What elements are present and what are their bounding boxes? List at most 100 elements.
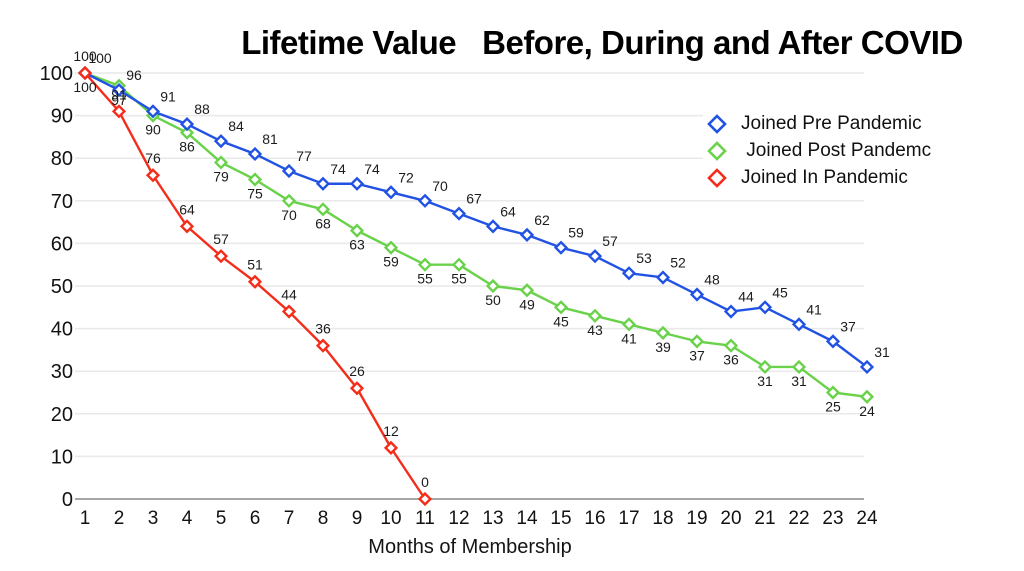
diamond-marker-icon [247,146,263,162]
data-label: 36 [723,352,739,368]
diamond-marker-icon [485,278,501,294]
y-tick-label: 70 [51,191,73,213]
data-label: 70 [281,207,297,223]
x-tick-label: 12 [448,508,469,529]
diamond-marker-icon [825,385,841,400]
diamond-marker-icon [179,117,195,132]
diamond-marker-icon [281,193,297,208]
data-label: 41 [621,330,637,346]
data-label: 31 [874,344,890,360]
diamond-marker-icon [383,185,399,200]
chart-title: Lifetime Value Before, During and After … [241,24,963,61]
data-label: 100 [88,50,112,66]
diamond-marker-icon [553,300,569,315]
data-label: 84 [228,118,244,134]
data-label: 88 [194,101,210,117]
diamond-marker-icon [417,193,433,208]
y-tick-label: 80 [51,148,73,170]
data-label: 12 [383,423,399,439]
diamond-marker-icon [791,359,807,375]
data-label: 39 [655,339,671,355]
diamond-marker-icon [383,440,399,455]
y-tick-label: 90 [51,106,73,128]
data-label: 31 [791,373,807,389]
y-tick-label: 30 [51,361,73,383]
diamond-marker-icon [315,338,331,353]
y-tick-label: 20 [51,404,73,426]
legend-item-2: Joined Post Pandemc [707,137,931,164]
diamond-marker-icon [859,389,875,404]
diamond-marker-icon [723,338,739,353]
data-label: 72 [398,169,414,185]
diamond-marker-icon [791,317,807,332]
data-label: 31 [757,373,773,389]
data-label: 91 [160,88,176,104]
x-tick-label: 16 [584,508,605,529]
diamond-marker-icon [145,168,161,183]
data-label: 57 [602,233,618,249]
diamond-marker-icon [315,176,331,191]
diamond-marker-icon [723,304,739,319]
data-label: 68 [315,215,331,231]
data-label: 91 [111,86,127,102]
data-label: 97 [111,92,127,108]
diamond-marker-icon [451,206,467,221]
diamond-marker-icon [825,334,841,349]
diamond-marker-icon [145,104,161,119]
x-tick-label: 11 [415,508,435,529]
y-tick-label: 40 [51,319,73,341]
diamond-marker-icon [77,65,93,81]
diamond-marker-icon [213,249,229,264]
x-tick-label: 3 [148,508,159,529]
legend: Joined Pre Pandemic Joined Post Pandemc J… [703,108,942,197]
diamond-marker-icon [111,82,127,98]
data-label: 62 [534,212,550,228]
y-tick-label: 100 [40,63,73,85]
diamond-marker-icon [519,227,535,242]
data-label: 64 [500,203,516,219]
diamond-marker-icon [349,176,365,191]
diamond-marker-icon [315,202,331,217]
diamond-marker-icon [485,219,501,234]
x-tick-label: 10 [380,508,401,529]
data-label: 63 [349,237,365,253]
data-label: 45 [772,284,788,300]
diamond-marker-icon [179,219,195,234]
legend-label: Joined In Pandemic [741,166,908,188]
data-label: 59 [383,254,399,270]
legend-item-3: Joined In Pandemic [707,164,931,191]
diamond-marker-icon [247,172,263,187]
x-tick-label: 13 [482,508,503,529]
y-tick-label: 0 [62,489,73,511]
diamond-marker-icon [707,113,727,134]
data-label: 76 [145,150,161,166]
diamond-marker-icon [587,308,603,323]
data-label: 45 [553,313,569,329]
x-tick-label: 1 [80,508,91,529]
diamond-marker-icon [179,125,195,140]
diamond-marker-icon [689,334,705,349]
data-label: 0 [421,474,429,490]
y-tick-label: 10 [51,446,73,468]
x-tick-label: 15 [550,508,571,529]
series-line-2 [84,71,868,398]
diamond-marker-icon [553,240,569,255]
diamond-marker-icon [349,381,365,396]
x-tick-label: 20 [720,508,741,529]
diamond-marker-icon [655,325,671,340]
diamond-marker-icon [213,134,229,149]
data-label: 64 [179,201,195,217]
diamond-marker-icon [757,359,773,375]
diamond-marker-icon [519,283,535,298]
x-axis-title: Months of Membership [368,536,572,558]
x-tick-label: 23 [822,508,843,529]
data-label: 49 [519,296,535,312]
data-label: 43 [587,322,603,338]
diamond-marker-icon [111,104,127,119]
data-label: 44 [281,287,297,303]
data-label: 59 [568,225,584,241]
data-label: 50 [485,292,501,308]
data-label: 74 [364,161,380,177]
x-tick-label: 2 [114,508,125,529]
